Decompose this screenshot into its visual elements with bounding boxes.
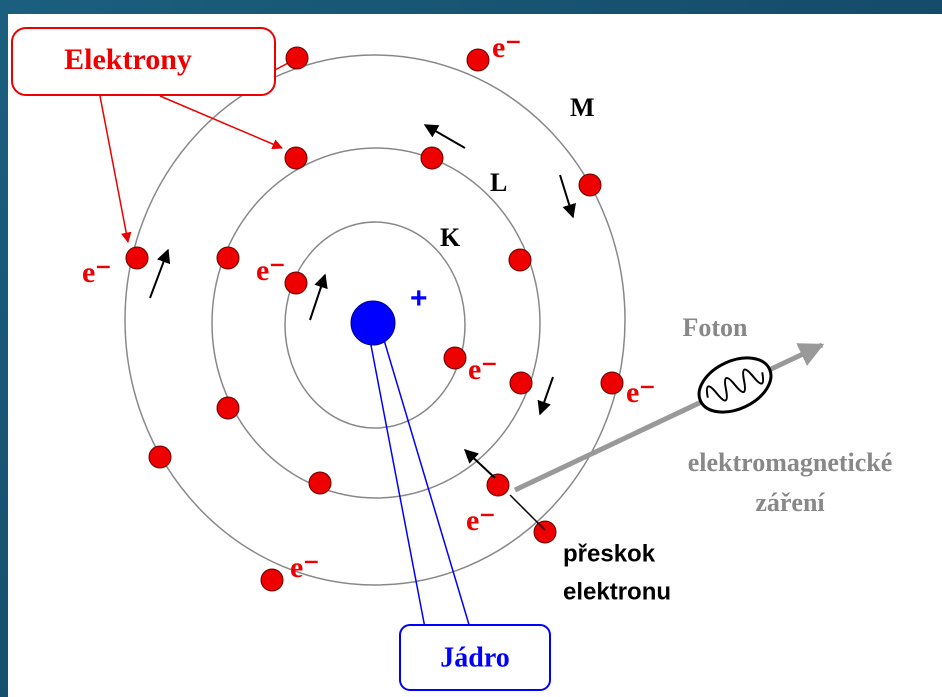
- transition-label: přeskok: [563, 540, 656, 567]
- electron-label: e⁻: [82, 256, 111, 289]
- electron-label: e⁻: [290, 551, 319, 584]
- shell-label: L: [490, 168, 507, 197]
- electron-label: e⁻: [626, 376, 655, 409]
- callout-label: Jádro: [440, 642, 510, 673]
- charge: +: [410, 282, 428, 315]
- nucleus: [351, 301, 395, 345]
- photon-caption: záření: [755, 488, 825, 517]
- photon-label: Foton: [683, 313, 749, 342]
- page: {"callouts": {"electrons": "Elektrony", …: [0, 0, 942, 697]
- electron-label: e⁻: [468, 353, 497, 386]
- shell-label: K: [440, 223, 461, 252]
- electron-label: e⁻: [466, 504, 495, 537]
- callout-label: Elektrony: [64, 43, 192, 76]
- transition-label: elektronu: [563, 578, 671, 605]
- electron-label: e⁻: [256, 254, 285, 287]
- electron-label: e⁻: [492, 31, 521, 64]
- diagram: Elektrony Jádro + M L K e⁻ e⁻ e⁻ e⁻ e⁻ e…: [0, 0, 942, 697]
- shell-label: M: [570, 93, 595, 122]
- photon-caption: elektromagnetické: [688, 448, 893, 477]
